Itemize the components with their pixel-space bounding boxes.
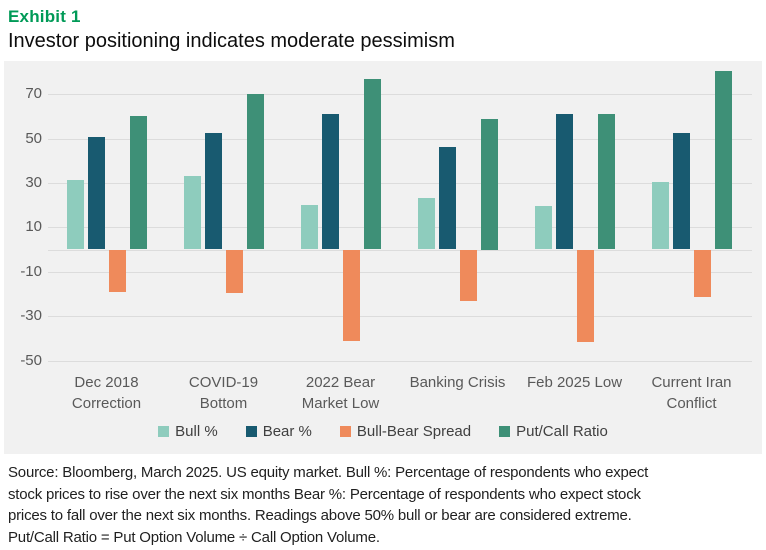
bar-bull- (534, 206, 552, 250)
bar-put-call-ratio (480, 118, 498, 250)
gridline (48, 94, 752, 96)
legend-item: Bull % (158, 423, 218, 440)
bar-put-call-ratio (363, 78, 381, 250)
category-label: Dec 2018 Correction (71, 374, 142, 412)
y-tick-label: 30 (25, 173, 42, 191)
chart-panel: 70 50 30 10 -10 -30 -50 Dec 2018 Correction COVI… (4, 61, 762, 454)
y-tick-label: -30 (20, 307, 42, 325)
legend-label: Put/Call Ratio (516, 423, 608, 440)
bar-bull- (651, 181, 669, 250)
bar-bull- (300, 205, 318, 250)
legend-swatch (158, 426, 170, 437)
gridline (48, 138, 752, 140)
source-note-line: Source: Bloomberg, March 2025. US equity… (8, 464, 649, 481)
y-tick-label: 70 (25, 85, 42, 103)
source-note-line: stock prices to rise over the next six m… (8, 485, 641, 503)
plot-area: 70 50 30 10 -10 -30 -50 (4, 63, 762, 369)
category-label: Current Iran Conflict (651, 374, 732, 412)
y-tick-label: 50 (25, 129, 42, 147)
exhibit-label: Exhibit 1 (8, 7, 81, 26)
legend-item: Bull-Bear Spread (339, 423, 472, 440)
bar-bear- (438, 147, 456, 250)
y-tick-label: -50 (20, 351, 42, 369)
x-axis-labels: Dec 2018 Correction COVID-19 Bottom 2022 Bea… (48, 372, 762, 414)
gridline (48, 316, 752, 318)
y-tick-label: -10 (20, 262, 42, 280)
y-tick-label: 10 (25, 218, 42, 236)
gridline (48, 360, 752, 362)
bar-bear- (672, 132, 690, 250)
bar-bull-bear-spread (225, 249, 243, 293)
bar-put-call-ratio (597, 114, 615, 250)
gridline (48, 182, 752, 184)
category-label: COVID-19 Bottom (188, 374, 259, 412)
source-note-line: prices to fall over the next six months.… (8, 507, 632, 524)
bar-bull-bear-spread (693, 249, 711, 298)
bar-bull-bear-spread (576, 249, 594, 342)
bar-bull- (66, 179, 84, 250)
category-label: Feb 2025 Low (526, 374, 623, 391)
category-label: 2022 Bear Market Low (301, 374, 380, 412)
chart-title: Investor positioning indicates moderate … (8, 30, 455, 52)
legend-label: Bull % (175, 423, 218, 440)
legend-item: Bear % (245, 423, 312, 440)
bar-bull-bear-spread (108, 249, 126, 292)
gridline (48, 271, 752, 273)
gridline (48, 227, 752, 229)
legend-swatch (245, 426, 257, 437)
bar-bull- (183, 176, 201, 250)
source-note: Source: Bloomberg, March 2025. US equity… (0, 454, 766, 548)
bar-put-call-ratio (246, 94, 264, 250)
legend-swatch (339, 426, 351, 437)
zero-gridline (48, 249, 752, 251)
chart-legend: Bull % Bear % Bull-Bear Spread Put/Call Rat… (4, 423, 762, 440)
bar-bear- (204, 132, 222, 250)
source-note-line: Put/Call Ratio = Put Option Volume ÷ Cal… (8, 528, 380, 546)
bar-bear- (87, 137, 105, 250)
legend-label: Bull-Bear Spread (356, 423, 472, 440)
legend-label: Bear % (262, 423, 312, 440)
category-label: Banking Crisis (409, 374, 506, 391)
bar-bull-bear-spread (459, 249, 477, 301)
bar-bull-bear-spread (342, 249, 360, 341)
chart-header: Exhibit 1 Investor positioning indicates… (0, 0, 766, 53)
legend-item: Put/Call Ratio (499, 423, 608, 440)
legend-swatch (499, 426, 511, 437)
bar-bear- (321, 114, 339, 250)
bar-put-call-ratio (129, 116, 147, 250)
bar-put-call-ratio (714, 70, 732, 250)
bar-bear- (555, 114, 573, 250)
bar-bull- (417, 198, 435, 250)
